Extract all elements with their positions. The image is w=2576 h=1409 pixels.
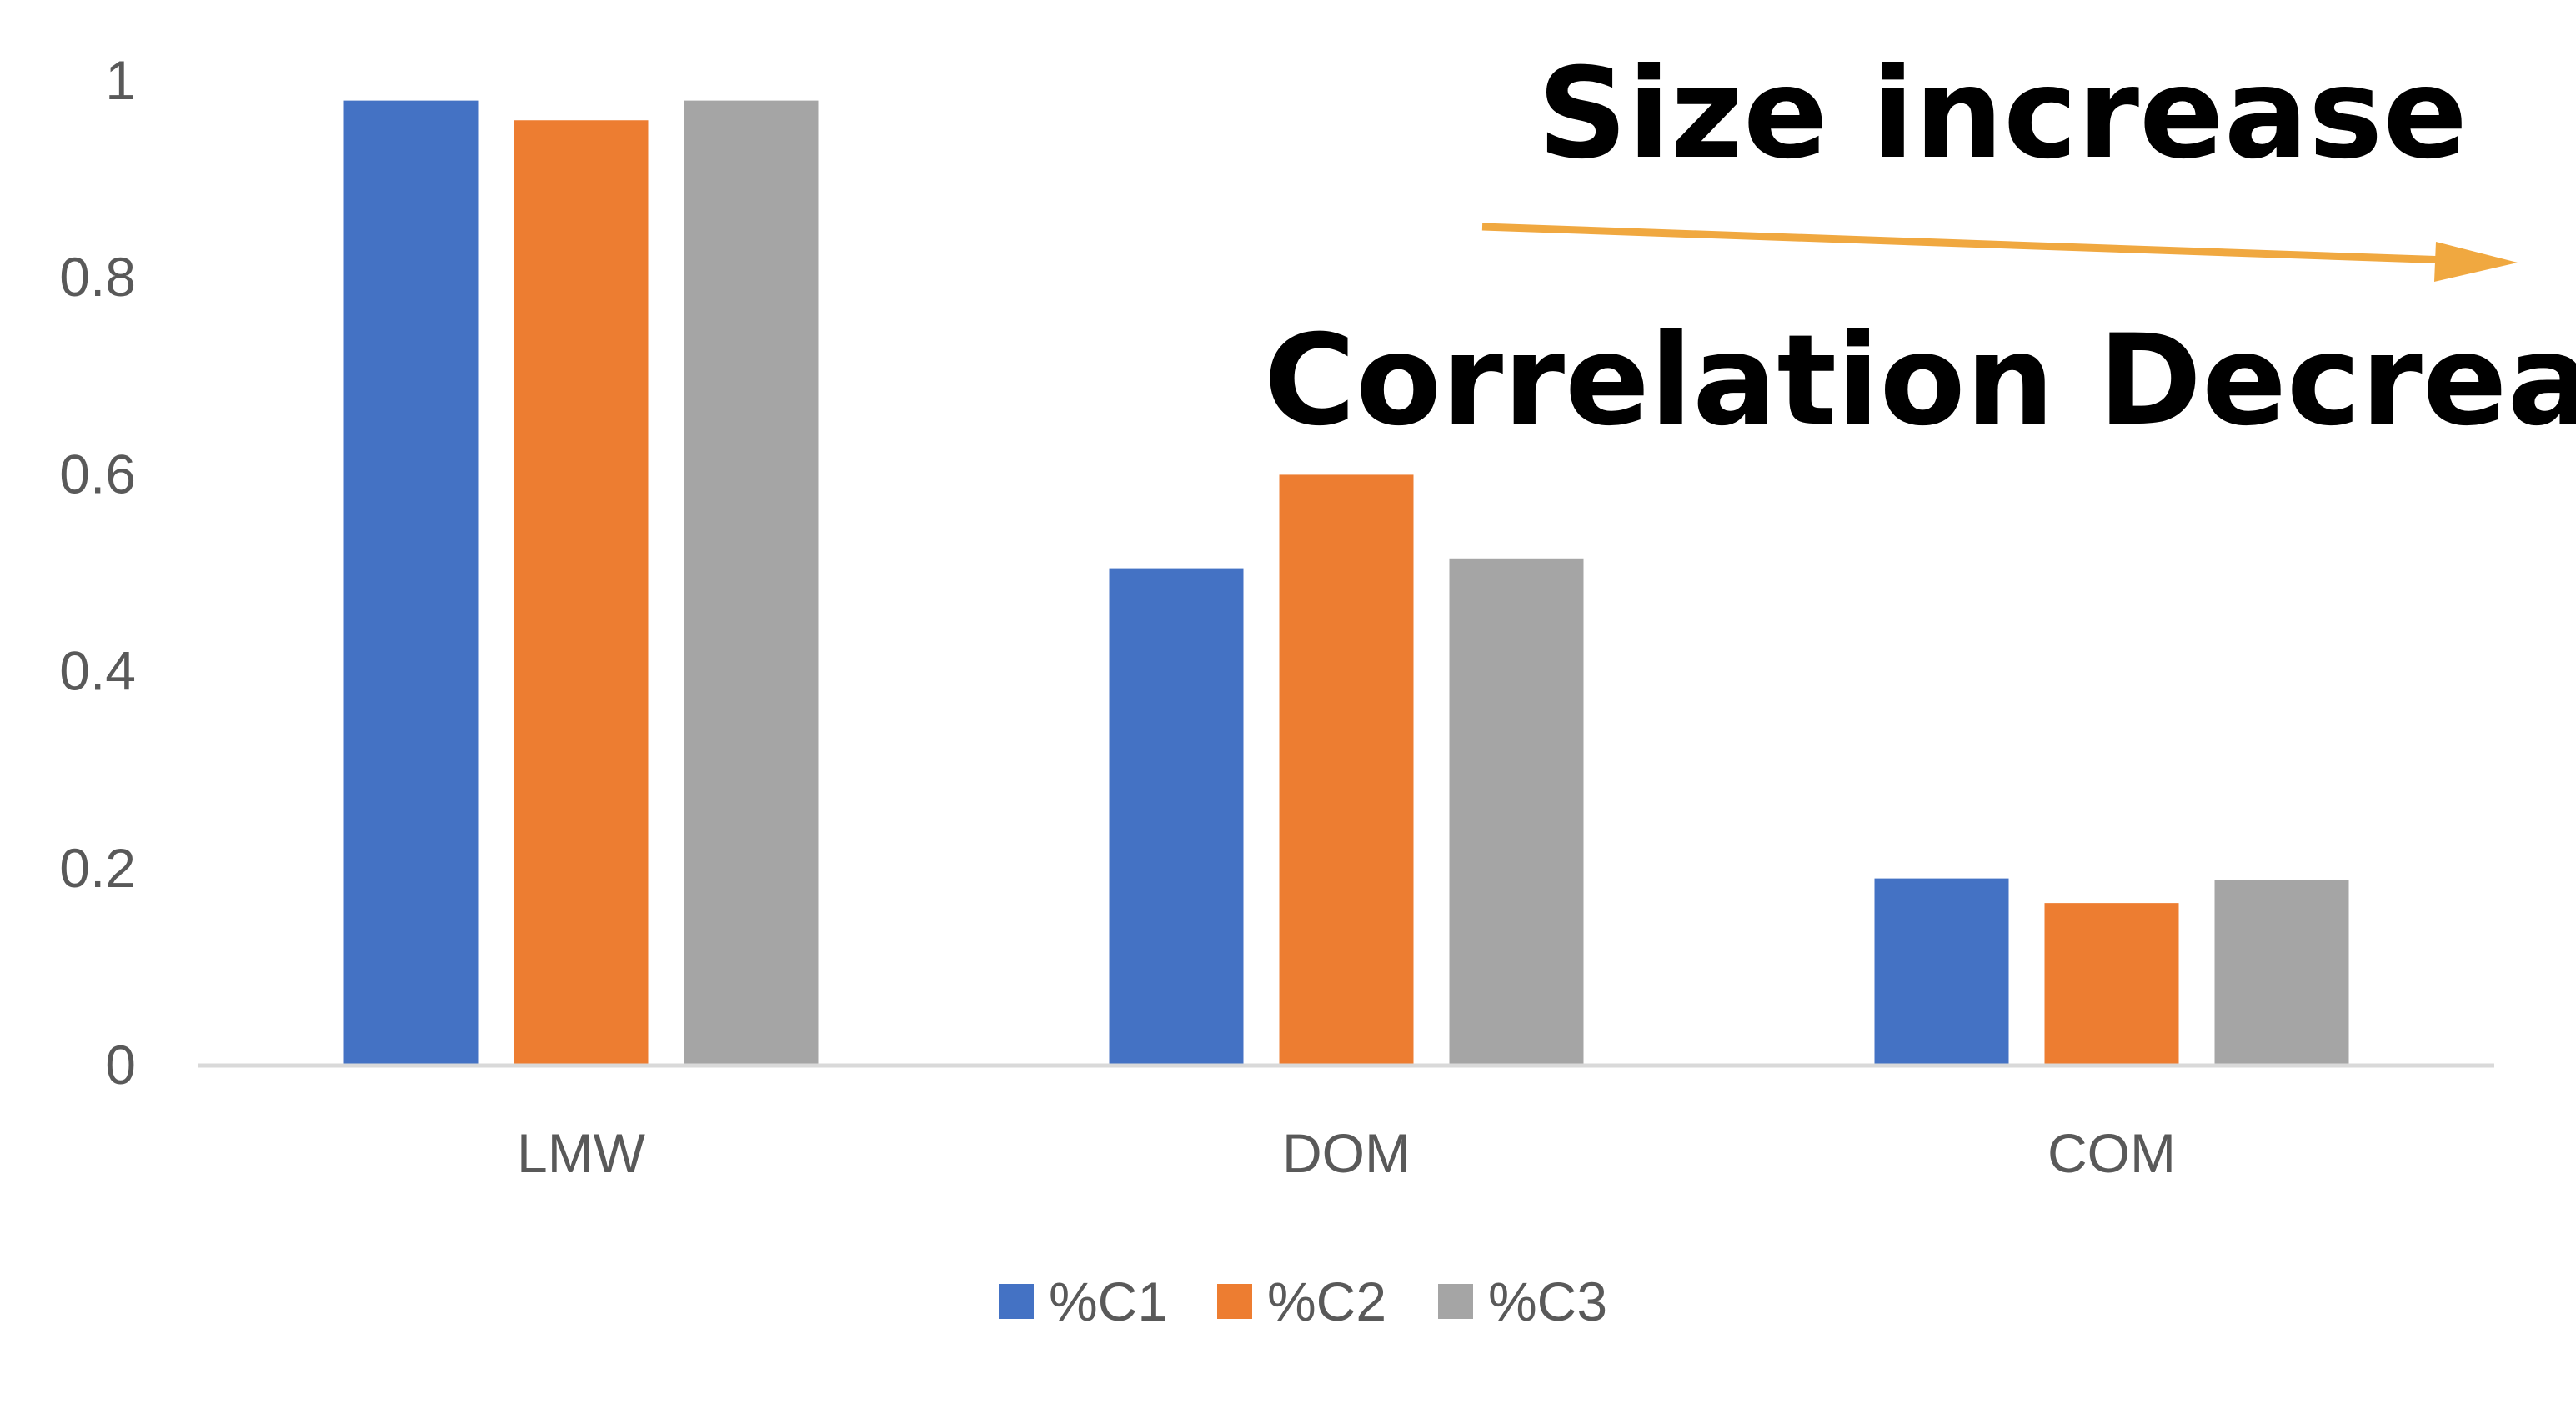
bar-com-pct-c1 bbox=[1874, 878, 2009, 1066]
legend: %C1 %C2 %C3 bbox=[999, 1271, 1607, 1332]
y-tick-label: 0.8 bbox=[59, 246, 136, 308]
bar-dom-pct-c2 bbox=[1279, 474, 1414, 1066]
x-category-label: LMW bbox=[517, 1122, 646, 1184]
legend-label: %C3 bbox=[1488, 1271, 1607, 1332]
bar-lmw-pct-c1 bbox=[343, 100, 479, 1066]
bar-lmw-pct-c2 bbox=[514, 120, 649, 1066]
bar-dom-pct-c3 bbox=[1449, 558, 1584, 1066]
bar-com-pct-c2 bbox=[2044, 903, 2179, 1066]
bar-dom-pct-c1 bbox=[1109, 568, 1244, 1066]
bars bbox=[343, 100, 2349, 1066]
trend-arrow-head bbox=[2434, 242, 2518, 282]
bar-lmw-pct-c3 bbox=[684, 100, 819, 1066]
legend-swatch bbox=[1438, 1284, 1473, 1319]
legend-swatch bbox=[1217, 1284, 1252, 1319]
trend-arrow-line bbox=[1481, 223, 2448, 264]
bar-com-pct-c3 bbox=[2214, 880, 2349, 1066]
legend-swatch bbox=[999, 1284, 1034, 1319]
x-category-label: DOM bbox=[1282, 1122, 1411, 1184]
annotation-correlation-decrease: Correlation Decrease bbox=[1264, 308, 2576, 454]
y-tick-label: 0.4 bbox=[59, 640, 136, 702]
y-tick-label: 1 bbox=[105, 49, 136, 111]
y-tick-label: 0 bbox=[105, 1034, 136, 1096]
annotation-size-increase: Size increase bbox=[1537, 42, 2468, 187]
x-category-label: COM bbox=[2047, 1122, 2176, 1184]
y-tick-label: 0.2 bbox=[59, 837, 136, 899]
trend-arrow bbox=[1481, 223, 2518, 282]
x-axis-category-labels: LMW DOM COM bbox=[517, 1122, 2176, 1184]
legend-label: %C1 bbox=[1049, 1271, 1168, 1332]
y-axis-tick-labels: 0 0.2 0.4 0.6 0.8 1 bbox=[59, 49, 136, 1096]
legend-label: %C2 bbox=[1267, 1271, 1386, 1332]
y-tick-label: 0.6 bbox=[59, 443, 136, 504]
